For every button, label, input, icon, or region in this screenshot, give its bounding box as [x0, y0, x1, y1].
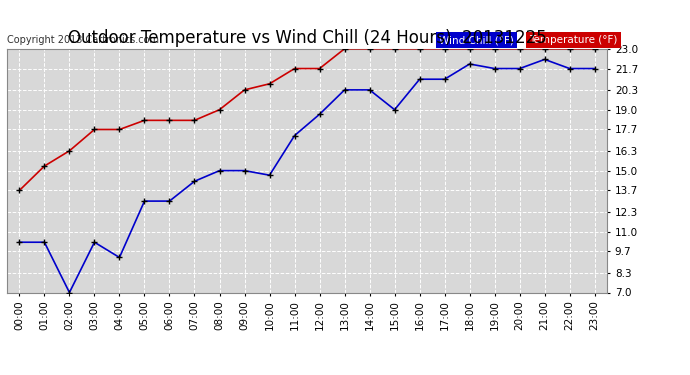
Title: Outdoor Temperature vs Wind Chill (24 Hours)  20131225: Outdoor Temperature vs Wind Chill (24 Ho…: [68, 29, 546, 47]
Text: Wind Chill (°F): Wind Chill (°F): [439, 35, 514, 45]
Text: Temperature (°F): Temperature (°F): [529, 35, 618, 45]
Text: Copyright 2013 Cartronics.com: Copyright 2013 Cartronics.com: [7, 35, 159, 45]
